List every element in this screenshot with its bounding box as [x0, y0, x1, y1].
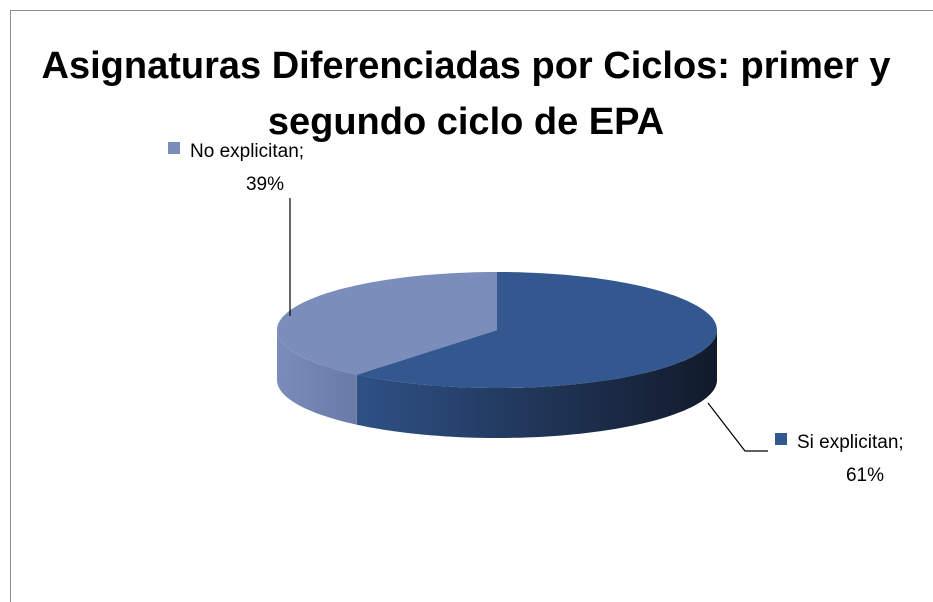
value-label: 39%	[246, 174, 284, 195]
pie-side	[277, 330, 357, 425]
chart-title: Asignaturas Diferenciadas por Ciclos: pr…	[41, 45, 891, 143]
data-label: Si explicitan;	[797, 432, 904, 453]
label-separator: ;	[299, 141, 304, 162]
legend-key	[775, 433, 787, 445]
chart-border	[10, 10, 933, 602]
data-label: No explicitan;	[190, 141, 304, 162]
value-label: 61%	[846, 465, 884, 486]
pie-side	[356, 330, 717, 438]
leader-line	[707, 402, 768, 452]
label-separator: ;	[898, 432, 903, 453]
category-name: Si explicitan	[797, 432, 898, 453]
pie-slice	[356, 272, 717, 388]
pie-slice	[277, 272, 497, 375]
category-name: No explicitan	[190, 141, 299, 162]
legend-key	[168, 142, 180, 154]
